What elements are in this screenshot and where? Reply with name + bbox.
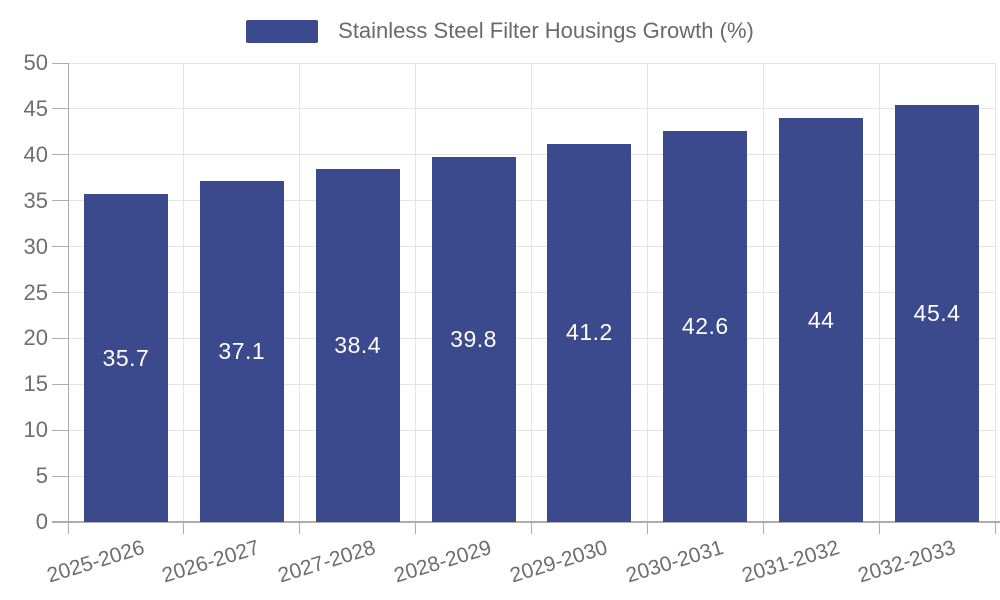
gridline-vertical [67,63,69,522]
x-axis-tick-label: 2026-2027 [159,536,263,588]
x-axis-tick-label: 2031-2032 [739,536,842,588]
gridline-vertical [415,63,417,522]
y-axis-tick-label: 0 [35,509,48,534]
bar-2029-2030[interactable]: 41.2 [547,143,632,522]
y-axis-tick [52,200,68,202]
gridline-vertical [299,63,301,522]
y-axis-tick-label: 5 [35,463,48,489]
y-axis-tick-label: 45 [23,95,48,121]
bar-2031-2032[interactable]: 44 [779,118,864,522]
bar-value-label: 37.1 [218,338,266,365]
x-axis-tick [415,522,417,534]
gridline-vertical [183,63,185,522]
x-axis-tick [878,522,880,534]
y-axis-tick-label: 15 [23,371,48,397]
legend-swatch [246,19,319,43]
bar-value-label: 41.2 [566,319,613,346]
y-axis-tick [52,429,68,431]
x-axis-tick [762,522,764,534]
x-axis-tick [67,522,69,534]
x-axis-tick [646,522,648,534]
y-axis-tick [52,62,68,64]
y-axis-tick-label: 20 [23,325,48,351]
y-axis-tick [52,292,68,293]
x-axis-tick [299,522,301,534]
x-axis-tick-label: 2025-2026 [43,536,147,588]
x-axis-tick-label: 2032-2033 [855,536,958,588]
y-axis-tick [52,475,68,477]
bar-2027-2028[interactable]: 38.4 [315,169,400,522]
bar-value-label: 44 [807,306,835,333]
bar-2025-2026[interactable]: 35.7 [83,194,168,522]
y-axis-tick-label: 10 [23,417,48,443]
x-axis-tick [994,522,996,534]
x-axis-line [52,521,1000,523]
y-axis-tick [52,383,68,385]
y-axis-tick-label: 40 [23,141,48,167]
y-axis-tick-label: 35 [23,187,48,213]
gridline-vertical [762,63,764,522]
gridline-vertical [646,63,648,522]
gridline-vertical [878,63,880,522]
bar-value-label: 38.4 [334,332,382,359]
y-axis-tick [52,337,68,339]
bar-value-label: 45.4 [913,300,961,327]
x-axis-tick-label: 2029-2030 [507,536,611,588]
y-axis-tick [52,154,68,156]
y-axis-tick-label: 30 [23,233,48,259]
gridline-vertical [531,63,532,522]
bar-2032-2033[interactable]: 45.4 [895,105,980,522]
x-axis-tick-label: 2027-2028 [275,536,379,588]
legend-item[interactable]: Stainless Steel Filter Housings Growth (… [0,18,1000,44]
bar-2028-2029[interactable]: 39.8 [431,156,516,522]
bar-value-label: 35.7 [102,344,150,371]
bar-2026-2027[interactable]: 37.1 [199,181,284,522]
bar-value-label: 39.8 [450,325,497,352]
bar-2030-2031[interactable]: 42.6 [663,130,748,522]
x-axis-tick-label: 2030-2031 [623,536,727,588]
y-axis-tick [52,108,68,110]
y-axis-tick-label: 50 [23,50,48,75]
x-axis-tick [183,522,185,534]
x-axis-tick-label: 2028-2029 [391,536,495,588]
x-axis-tick [531,522,532,534]
bar-value-label: 42.6 [681,312,729,339]
legend-label: Stainless Steel Filter Housings Growth (… [338,18,754,43]
y-axis-tick [52,246,68,248]
y-axis-tick-label: 25 [23,279,48,305]
gridline-vertical [994,63,996,522]
